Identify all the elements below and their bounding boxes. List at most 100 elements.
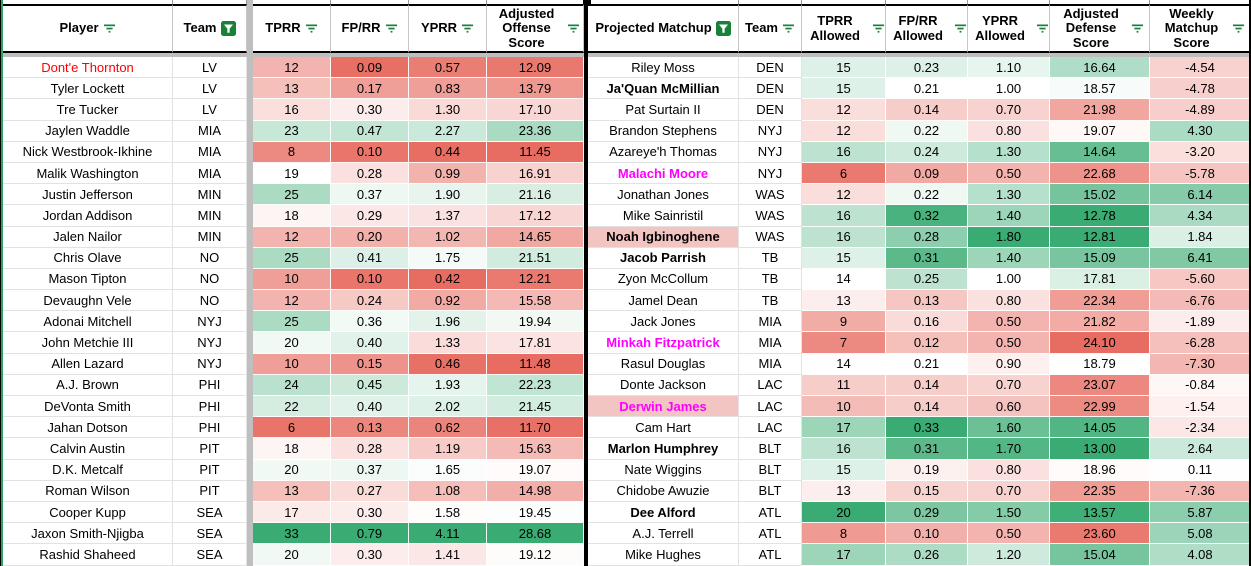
fprr-allowed-cell[interactable]: 0.26 [886,544,968,566]
filter-icon[interactable] [461,23,474,34]
fprr-allowed-cell[interactable]: 0.10 [886,523,968,545]
yprr-cell[interactable]: 0.99 [409,162,487,185]
tprr-cell[interactable]: 8 [253,141,331,163]
adjusted-offense-score-cell[interactable]: 12.09 [487,57,584,79]
fprr-cell[interactable]: 0.20 [331,226,409,248]
matchup-team-cell[interactable]: WAS [739,226,802,248]
adjusted-offense-score-cell[interactable]: 19.94 [487,311,584,333]
tprr-allowed-cell[interactable]: 20 [802,501,886,524]
player-team-cell[interactable]: PIT [173,438,247,460]
player-name-cell[interactable]: A.J. Brown [3,374,173,396]
player-team-cell[interactable]: MIA [173,162,247,185]
yprr-cell[interactable]: 0.62 [409,417,487,439]
tprr-cell[interactable]: 18 [253,438,331,460]
yprr-allowed-cell[interactable]: 0.60 [968,396,1050,418]
matchup-name-cell[interactable]: Jamel Dean [588,290,739,312]
yprr-allowed-cell[interactable]: 1.50 [968,501,1050,524]
tprr-cell[interactable]: 16 [253,99,331,121]
yprr-allowed-cell[interactable]: 0.70 [968,99,1050,121]
matchup-team-cell[interactable]: BLT [739,438,802,460]
yprr-cell[interactable]: 1.65 [409,459,487,481]
adjusted-defense-score-cell[interactable]: 15.02 [1050,184,1150,206]
player-name-cell[interactable]: Dont'e Thornton [3,57,173,79]
fprr-cell[interactable]: 0.45 [331,374,409,396]
column-header-yprr-allowed[interactable]: YPRR Allowed [968,4,1050,53]
yprr-allowed-cell[interactable]: 1.00 [968,268,1050,291]
yprr-cell[interactable]: 2.02 [409,396,487,418]
adjusted-defense-score-cell[interactable]: 13.00 [1050,438,1150,460]
tprr-cell[interactable]: 10 [253,353,331,375]
yprr-allowed-cell[interactable]: 1.10 [968,57,1050,79]
adjusted-defense-score-cell[interactable]: 21.98 [1050,99,1150,121]
player-team-cell[interactable]: MIN [173,226,247,248]
player-name-cell[interactable]: Jordan Addison [3,205,173,227]
yprr-allowed-cell[interactable]: 0.70 [968,480,1050,502]
player-name-cell[interactable]: Malik Washington [3,162,173,185]
matchup-team-cell[interactable]: BLT [739,459,802,481]
tprr-cell[interactable]: 6 [253,417,331,439]
yprr-allowed-cell[interactable]: 1.60 [968,417,1050,439]
tprr-allowed-cell[interactable]: 13 [802,290,886,312]
fprr-allowed-cell[interactable]: 0.31 [886,247,968,269]
player-name-cell[interactable]: D.K. Metcalf [3,459,173,481]
player-team-cell[interactable]: NYJ [173,332,247,354]
player-team-cell[interactable]: MIA [173,141,247,163]
yprr-allowed-cell[interactable]: 1.30 [968,184,1050,206]
adjusted-offense-score-cell[interactable]: 14.98 [487,480,584,502]
yprr-allowed-cell[interactable]: 0.80 [968,459,1050,481]
filter-icon[interactable] [872,23,885,34]
yprr-cell[interactable]: 0.57 [409,57,487,79]
filter-active-icon[interactable] [715,21,731,36]
filter-icon[interactable] [954,23,967,34]
matchup-name-cell[interactable]: Noah Igbinoghene [588,226,739,248]
fprr-cell[interactable]: 0.79 [331,523,409,545]
matchup-name-cell[interactable]: Malachi Moore [588,162,739,185]
weekly-matchup-score-cell[interactable]: 5.87 [1150,501,1251,524]
adjusted-defense-score-cell[interactable]: 14.64 [1050,141,1150,163]
fprr-cell[interactable]: 0.15 [331,353,409,375]
fprr-cell[interactable]: 0.28 [331,162,409,185]
player-team-cell[interactable]: MIN [173,184,247,206]
player-team-cell[interactable]: SEA [173,501,247,524]
player-team-cell[interactable]: SEA [173,544,247,566]
player-name-cell[interactable]: Jaylen Waddle [3,120,173,142]
matchup-name-cell[interactable]: Azareye'h Thomas [588,141,739,163]
matchup-name-cell[interactable]: Brandon Stephens [588,120,739,142]
tprr-cell[interactable]: 17 [253,501,331,524]
tprr-cell[interactable]: 20 [253,459,331,481]
yprr-cell[interactable]: 1.08 [409,480,487,502]
fprr-cell[interactable]: 0.40 [331,396,409,418]
yprr-allowed-cell[interactable]: 1.70 [968,438,1050,460]
tprr-cell[interactable]: 33 [253,523,331,545]
matchup-team-cell[interactable]: MIA [739,311,802,333]
column-header-fp-rr[interactable]: FP/RR [331,4,409,53]
filter-icon[interactable] [1232,23,1245,34]
player-team-cell[interactable]: PHI [173,396,247,418]
matchup-name-cell[interactable]: Jack Jones [588,311,739,333]
adjusted-defense-score-cell[interactable]: 14.05 [1050,417,1150,439]
column-header-tprr[interactable]: TPRR [253,4,331,53]
yprr-cell[interactable]: 1.93 [409,374,487,396]
weekly-matchup-score-cell[interactable]: -2.34 [1150,417,1251,439]
matchup-team-cell[interactable]: WAS [739,205,802,227]
adjusted-defense-score-cell[interactable]: 23.07 [1050,374,1150,396]
yprr-cell[interactable]: 4.11 [409,523,487,545]
yprr-cell[interactable]: 1.75 [409,247,487,269]
fprr-allowed-cell[interactable]: 0.22 [886,120,968,142]
tprr-cell[interactable]: 25 [253,247,331,269]
fprr-allowed-cell[interactable]: 0.31 [886,438,968,460]
yprr-cell[interactable]: 1.90 [409,184,487,206]
player-team-cell[interactable]: NO [173,268,247,291]
filter-icon[interactable] [567,23,580,34]
weekly-matchup-score-cell[interactable]: -4.54 [1150,57,1251,79]
player-name-cell[interactable]: Cooper Kupp [3,501,173,524]
tprr-cell[interactable]: 13 [253,480,331,502]
yprr-allowed-cell[interactable]: 0.70 [968,374,1050,396]
player-name-cell[interactable]: Nick Westbrook-Ikhine [3,141,173,163]
player-team-cell[interactable]: LV [173,78,247,100]
matchup-team-cell[interactable]: DEN [739,78,802,100]
matchup-team-cell[interactable]: TB [739,268,802,291]
weekly-matchup-score-cell[interactable]: -3.20 [1150,141,1251,163]
column-header-tprr-allowed[interactable]: TPRR Allowed [802,4,886,53]
fprr-cell[interactable]: 0.47 [331,120,409,142]
